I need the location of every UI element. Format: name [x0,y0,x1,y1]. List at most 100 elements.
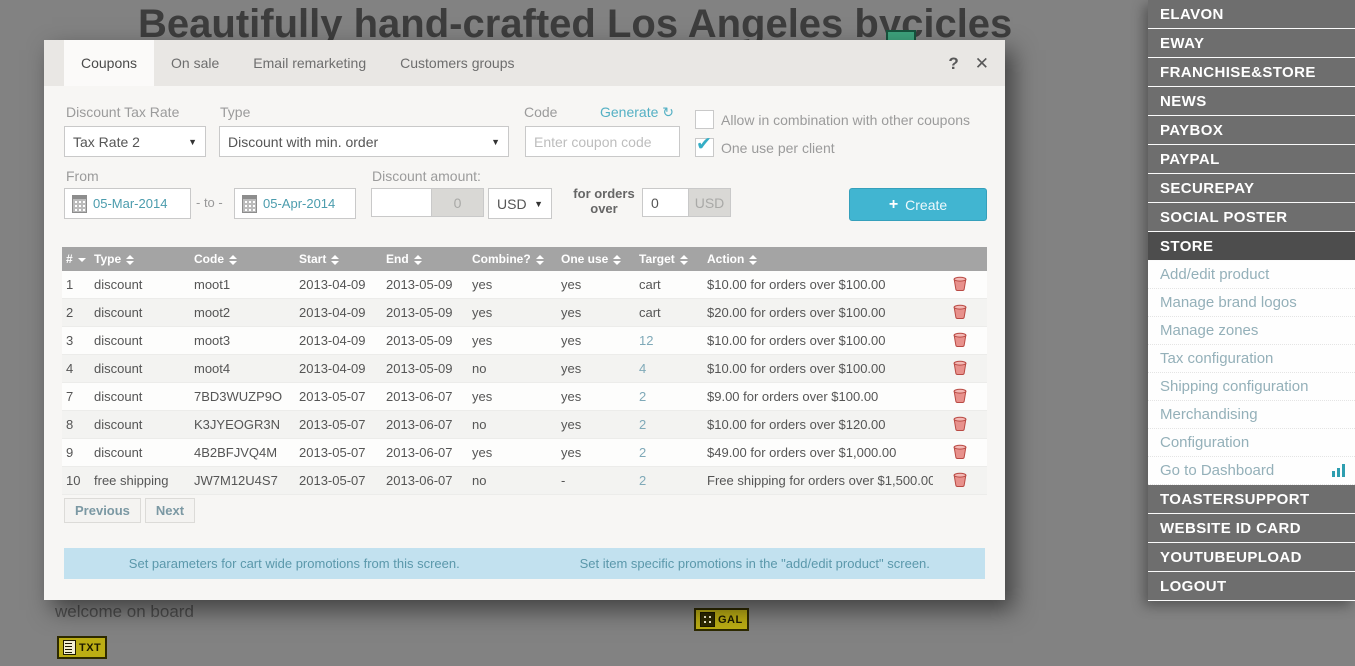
currency-select[interactable]: USD ▼ [488,188,552,219]
sidebar-item-franchise-store[interactable]: FRANCHISE&STORE [1148,58,1355,87]
cell-one-use: - [557,466,635,495]
one-use-checkbox[interactable] [695,133,714,157]
submenu-item-manage-brand-logos[interactable]: Manage brand logos [1148,289,1355,317]
one-use-checkbox-row[interactable]: One use per client [695,133,835,157]
trash-icon[interactable] [953,444,967,462]
sidebar-item-logout[interactable]: LOGOUT [1148,572,1355,601]
column-header-combine[interactable]: Combine? [468,247,557,271]
table-row: 2 discount moot2 2013-04-09 2013-05-09 yes yes… [62,298,987,327]
target-link[interactable]: 2 [639,445,647,460]
type-select[interactable]: Discount with min. order ▼ [219,126,509,157]
cell-code: 7BD3WUZP9O [190,382,295,411]
discount-amount-group: 0 [371,188,484,217]
column-header-action[interactable]: Action [703,247,933,271]
cell-end: 2013-05-09 [382,326,468,355]
sidebar-item-website-id-card[interactable]: WEBSITE ID CARD [1148,514,1355,543]
next-button[interactable]: Next [144,498,196,523]
cell-action: $10.00 for orders over $120.00 [703,410,933,439]
column-header-start[interactable]: Start [295,247,382,271]
target-link[interactable]: 2 [639,417,647,432]
sidebar-item-paypal[interactable]: PAYPAL [1148,145,1355,174]
cell-delete [933,410,987,439]
table-row: 9 discount 4B2BFJVQ4M 2013-05-07 2013-06-07 y… [62,438,987,467]
submenu-item-label: Add/edit product [1160,266,1270,283]
target-link[interactable]: 12 [639,333,654,348]
sidebar-item-toastersupport[interactable]: TOASTERSUPPORT [1148,485,1355,514]
submenu-item-configuration[interactable]: Configuration [1148,429,1355,457]
target-link[interactable]: 2 [639,389,647,404]
sidebar-item-eway[interactable]: EWAY [1148,29,1355,58]
cell-action: $10.00 for orders over $100.00 [703,271,933,299]
cell-num: 2 [62,298,90,327]
sidebar-item-securepay[interactable]: SECUREPAY [1148,174,1355,203]
target-link[interactable]: 4 [639,361,647,376]
help-icon[interactable]: ? [948,53,959,73]
tab-coupons[interactable]: Coupons [64,40,155,86]
trash-icon[interactable] [953,472,967,490]
cell-type: discount [90,438,190,467]
txt-badge[interactable]: TXT [57,636,108,659]
submenu-item-add-edit-product[interactable]: Add/edit product [1148,261,1355,289]
cell-start: 2013-05-07 [295,466,382,495]
cell-num: 1 [62,271,90,299]
submenu-item-tax-configuration[interactable]: Tax configuration [1148,345,1355,373]
sidebar-item-news[interactable]: NEWS [1148,87,1355,116]
sidebar-item-paybox[interactable]: PAYBOX [1148,116,1355,145]
tab-customers-groups[interactable]: Customers groups [400,55,515,71]
target-link[interactable]: 2 [639,473,647,488]
trash-icon[interactable] [953,332,967,350]
plus-icon: + [888,195,899,213]
tax-rate-select[interactable]: Tax Rate 2 ▼ [64,126,206,157]
cell-type: discount [90,410,190,439]
sidebar-item-store[interactable]: STORE [1148,232,1355,261]
cell-code: moot2 [190,298,295,327]
submenu-item-go-to-dashboard[interactable]: Go to Dashboard [1148,457,1355,485]
document-icon [63,640,76,655]
discount-amount-input[interactable] [371,188,432,217]
coupon-code-input[interactable] [525,126,680,157]
column-header-end[interactable]: End [382,247,468,271]
submenu-item-merchandising[interactable]: Merchandising [1148,401,1355,429]
orders-over-input[interactable] [642,188,689,217]
trash-icon[interactable] [953,360,967,378]
submenu-item-manage-zones[interactable]: Manage zones [1148,317,1355,345]
submenu-item-label: Tax configuration [1160,350,1274,367]
cell-target: 12 [635,326,703,355]
column-header-one-use[interactable]: One use [557,247,635,271]
currency-value: USD [497,195,527,212]
tab-email-remarketing[interactable]: Email remarketing [253,55,367,71]
sidebar-item-social-poster[interactable]: SOCIAL POSTER [1148,203,1355,232]
tax-rate-value: Tax Rate 2 [73,133,140,150]
trash-icon[interactable] [953,416,967,434]
calendar-icon [242,194,257,213]
previous-button[interactable]: Previous [64,498,141,523]
combo-checkbox[interactable] [695,110,714,129]
table-row: 4 discount moot4 2013-04-09 2013-05-09 no yes 4… [62,354,987,383]
submenu-item-shipping-configuration[interactable]: Shipping configuration [1148,373,1355,401]
date-to-input[interactable]: 05-Apr-2014 [234,188,356,219]
cell-one-use: yes [557,410,635,439]
one-use-checkbox-label: One use per client [721,139,835,156]
trash-icon[interactable] [953,276,967,294]
sidebar-item-youtubeupload[interactable]: YOUTUBEUPLOAD [1148,543,1355,572]
generate-link[interactable]: Generate ↻ [600,104,674,121]
sidebar-item-elavon[interactable]: ELAVON [1148,0,1355,29]
submenu-item-label: Merchandising [1160,406,1258,423]
tab-on-sale[interactable]: On sale [171,55,220,71]
column-header-[interactable]: # [62,247,90,271]
cell-action: $10.00 for orders over $100.00 [703,354,933,383]
column-header-target[interactable]: Target [635,247,703,271]
trash-icon[interactable] [953,388,967,406]
sort-icon [413,254,422,265]
column-header-code[interactable]: Code [190,247,295,271]
combo-checkbox-row[interactable]: Allow in combination with other coupons [695,110,970,129]
close-icon[interactable]: ✕ [974,53,989,73]
gal-badge[interactable]: GAL [694,608,749,631]
create-button[interactable]: + Create [849,188,987,221]
cell-end: 2013-05-09 [382,354,468,383]
cell-delete [933,271,987,299]
trash-icon[interactable] [953,304,967,322]
cell-num: 4 [62,354,90,383]
column-header-type[interactable]: Type [90,247,190,271]
date-from-input[interactable]: 05-Mar-2014 [64,188,191,219]
